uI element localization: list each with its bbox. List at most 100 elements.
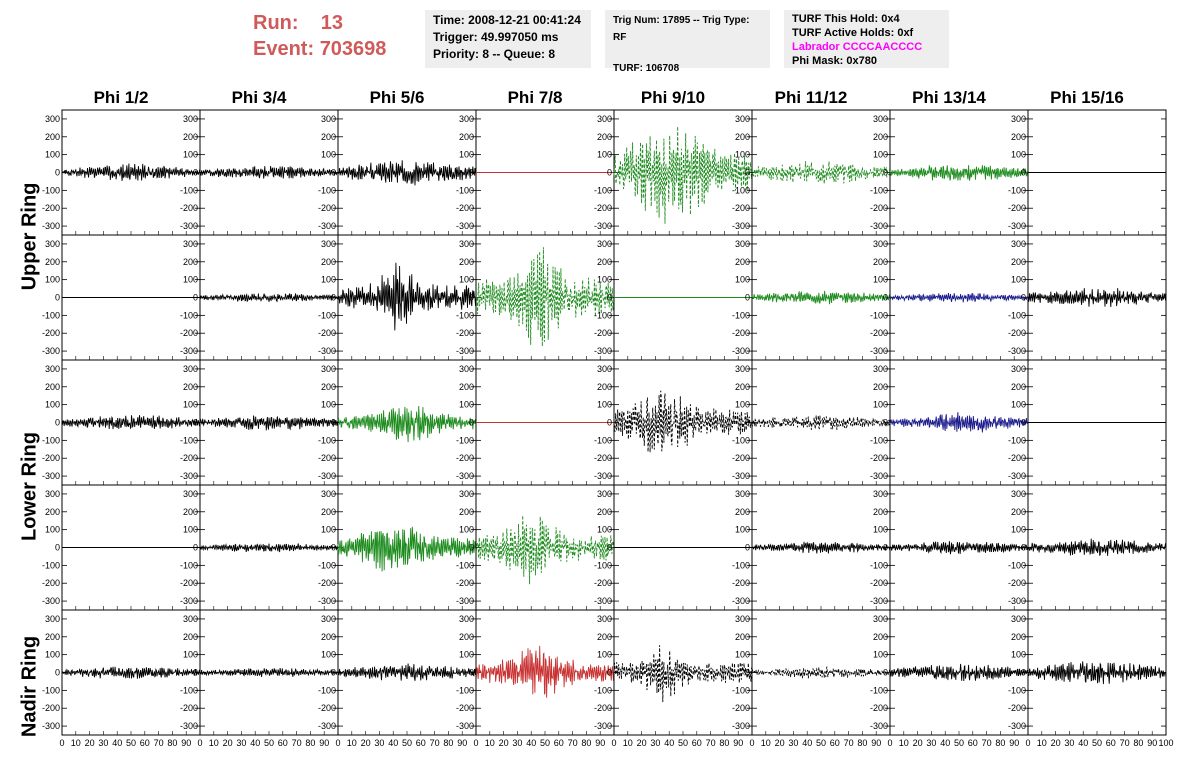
y-tick-label: 100: [321, 400, 336, 410]
y-tick-label: -100: [594, 310, 612, 320]
y-tick-label: 200: [321, 257, 336, 267]
waveform-trace: [889, 164, 1029, 181]
x-tick-label: 70: [844, 738, 854, 748]
y-tick-label: -200: [870, 203, 888, 213]
panel-r0-c3: -300 -200 -100 0 100 200 300: [456, 109, 615, 236]
waveform-trace: [337, 405, 477, 443]
turf-text: TURF: 106708: [613, 63, 680, 74]
x-tick-label: 50: [678, 738, 688, 748]
y-tick-label: -200: [318, 578, 336, 588]
y-tick-label: 300: [321, 614, 336, 624]
y-tick-label: -200: [594, 203, 612, 213]
waveform-trace: [199, 415, 339, 431]
waveform-trace: [199, 668, 339, 678]
panel-r2-c5: -300 -200 -100 0 100 200 300: [732, 359, 891, 486]
x-tick-label: 80: [1133, 738, 1143, 748]
y-tick-label: -200: [456, 703, 474, 713]
panel-r2-c0: -300 -200 -100 0 100 200 300: [42, 359, 201, 486]
y-tick-label: -100: [594, 685, 612, 695]
y-tick-label: 300: [873, 489, 888, 499]
x-tick-label: 80: [857, 738, 867, 748]
y-tick-label: 0: [193, 418, 198, 428]
y-tick-label: 200: [45, 132, 60, 142]
x-tick-label: 90: [457, 738, 467, 748]
y-tick-label: 0: [1021, 168, 1026, 178]
y-tick-label: -100: [870, 310, 888, 320]
y-tick-label: -300: [594, 346, 612, 356]
y-tick-label: 100: [183, 275, 198, 285]
panel-r0-c6: -300 -200 -100 0 100 200 300: [870, 109, 1029, 236]
time-text: Time: 2008-12-21 00:41:24: [433, 13, 581, 27]
y-tick-label: 200: [1011, 132, 1026, 142]
y-tick-label: 200: [873, 632, 888, 642]
y-tick-label: -100: [42, 685, 60, 695]
event-value: 703698: [319, 38, 387, 60]
x-tick-label: 50: [540, 738, 550, 748]
x-tick-label: 0: [473, 738, 478, 748]
y-tick-label: 200: [735, 507, 750, 517]
y-tick-label: 100: [735, 275, 750, 285]
y-tick-label: 100: [45, 275, 60, 285]
panel-r2-c2: -300 -200 -100 0 100 200 300: [318, 359, 477, 486]
y-tick-label: 100: [321, 525, 336, 535]
y-tick-label: 300: [183, 364, 198, 374]
y-tick-label: 100: [183, 400, 198, 410]
y-tick-label: -300: [180, 721, 198, 731]
x-tick-label: 30: [512, 738, 522, 748]
waveform-trace: [889, 541, 1029, 555]
y-tick-label: -100: [180, 685, 198, 695]
y-tick-label: 300: [183, 614, 198, 624]
y-tick-label: 0: [883, 293, 888, 303]
y-tick-label: 300: [45, 114, 60, 124]
x-tick-label: 20: [499, 738, 509, 748]
y-tick-label: 100: [873, 150, 888, 160]
y-tick-label: -100: [732, 560, 750, 570]
column-header-phi-3-4: Phi 3/4: [231, 88, 287, 107]
y-tick-label: 0: [469, 543, 474, 553]
x-tick-label: 10: [485, 738, 495, 748]
y-tick-label: 300: [597, 114, 612, 124]
phi-mask-text: Phi Mask: 0x780: [792, 55, 877, 67]
y-tick-label: 0: [469, 168, 474, 178]
y-tick-label: -300: [870, 471, 888, 481]
y-tick-label: 300: [321, 489, 336, 499]
y-tick-label: -300: [456, 721, 474, 731]
y-tick-label: 0: [607, 418, 612, 428]
y-tick-label: 100: [873, 400, 888, 410]
y-tick-label: 0: [469, 668, 474, 678]
y-tick-label: 200: [597, 382, 612, 392]
run-label: Run:: [253, 12, 299, 34]
y-tick-label: -300: [456, 221, 474, 231]
x-tick-label: 60: [968, 738, 978, 748]
x-tick-label: 10: [1037, 738, 1047, 748]
x-tick-label: 90: [319, 738, 329, 748]
y-tick-label: -300: [42, 721, 60, 731]
y-tick-label: 300: [735, 114, 750, 124]
waveform-trace: [337, 160, 477, 186]
y-tick-label: -200: [180, 578, 198, 588]
y-tick-label: -200: [42, 203, 60, 213]
y-tick-label: 0: [883, 543, 888, 553]
y-tick-label: 300: [459, 614, 474, 624]
y-tick-label: 0: [745, 543, 750, 553]
x-tick-label: 60: [278, 738, 288, 748]
y-tick-label: 200: [183, 632, 198, 642]
y-tick-label: 0: [607, 168, 612, 178]
y-tick-label: 100: [735, 525, 750, 535]
y-tick-label: 300: [1011, 489, 1026, 499]
y-tick-label: -300: [42, 471, 60, 481]
x-tick-label: 60: [830, 738, 840, 748]
y-tick-label: -200: [870, 453, 888, 463]
y-tick-label: -200: [318, 453, 336, 463]
y-tick-label: 100: [873, 525, 888, 535]
x-tick-label: 10: [761, 738, 771, 748]
y-tick-label: 200: [183, 257, 198, 267]
y-tick-label: -200: [318, 703, 336, 713]
y-tick-label: 100: [459, 150, 474, 160]
panel-r1-c4: -300 -200 -100 0 100 200 300: [594, 234, 753, 361]
x-tick-label: 20: [913, 738, 923, 748]
y-tick-label: -300: [732, 346, 750, 356]
y-tick-label: -300: [318, 721, 336, 731]
y-tick-label: -100: [42, 435, 60, 445]
panel-r3-c4: -300 -200 -100 0 100 200 300: [594, 484, 753, 611]
